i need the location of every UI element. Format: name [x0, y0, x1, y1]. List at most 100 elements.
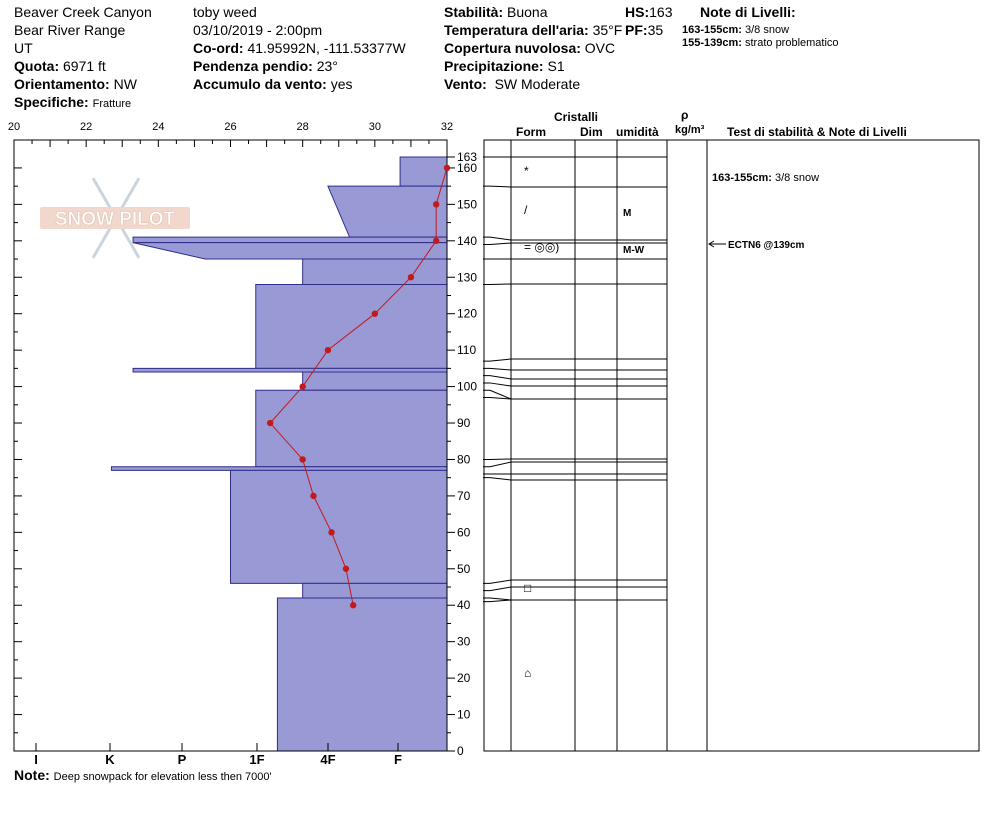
observer-name: toby weed	[193, 4, 257, 20]
specifics: Specifiche: Fratture	[14, 94, 131, 111]
size-header: Dim	[580, 125, 603, 139]
hardness-label: P	[178, 752, 187, 767]
layer-boundary	[483, 283, 667, 286]
depth-tick-label: 160	[457, 161, 477, 175]
wind-label: Vento:	[444, 76, 487, 92]
temperature-point	[299, 456, 306, 463]
temperature-point	[266, 419, 274, 427]
slope-angle: Pendenza pendio: 23°	[193, 58, 338, 74]
temperature-point	[299, 383, 306, 390]
depth-tick-label: 20	[457, 671, 471, 685]
hardness-layer	[132, 236, 448, 244]
temperature-point	[349, 602, 357, 609]
layer-boundary	[483, 185, 667, 188]
air-temp-value: 35°F	[592, 22, 623, 38]
crystal-form: ⌂	[524, 666, 531, 680]
hardness-layer	[255, 389, 448, 468]
depth-tick-label: 150	[457, 197, 477, 211]
specifics-label: Specifiche:	[14, 94, 89, 110]
temperature-point	[310, 492, 317, 500]
stability-tests-header: Test di stabilità & Note di Livelli	[727, 125, 907, 139]
hs-value: 163	[649, 4, 673, 20]
slope-label: Pendenza pendio:	[193, 58, 313, 74]
layer-note: 155-139cm: strato problematico	[682, 37, 839, 50]
depth-tick-label: 130	[457, 270, 477, 284]
note-label: Note:	[14, 767, 50, 783]
stability-label: Stabilità:	[444, 4, 504, 20]
depth-tick-label: 163	[457, 150, 477, 164]
layer-boundary	[483, 579, 667, 584]
cloud-value: OVC	[584, 40, 616, 56]
depth-tick-label: 120	[457, 307, 477, 321]
crystal-form: □	[524, 581, 531, 595]
layer-table-frame	[483, 139, 980, 752]
layer-note-entry: 163-155cm: 3/8 snow	[712, 172, 819, 184]
temperature-point	[407, 274, 415, 281]
coordinates: Co-ord: 41.95992N, -111.53377W	[193, 40, 406, 56]
layer-note-range: 155-139cm:	[682, 37, 742, 49]
temperature-point	[432, 237, 440, 245]
hardness-layer	[276, 597, 448, 752]
temperature-point	[342, 565, 350, 572]
layer-note: 163-155cm: 3/8 snow	[682, 24, 789, 37]
precipitation: Precipitazione: S1	[444, 58, 565, 74]
temperature-tick-label: 30	[369, 121, 381, 133]
depth-tick-label: 80	[457, 452, 471, 466]
hardness-layer	[302, 582, 448, 599]
layer-boundary	[483, 599, 667, 603]
hardness-layer	[399, 156, 448, 187]
pf-label: PF:	[625, 22, 648, 38]
profile-note: Note: Deep snowpack for elevation less t…	[14, 767, 272, 784]
wind-loading-label: Accumulo da vento:	[193, 76, 327, 92]
location-name: Beaver Creek Canyon	[14, 4, 152, 20]
hardness-layer	[110, 466, 448, 471]
temperature-tick-label: 20	[8, 121, 20, 133]
layer-notes-title: Note di Livelli:	[700, 4, 796, 20]
specifics-value: Fratture	[92, 98, 132, 110]
hardness-layer	[327, 185, 448, 238]
depth-tick-label: 40	[457, 598, 471, 612]
hardness-label: K	[105, 752, 115, 767]
layer-boundary	[483, 375, 667, 380]
wind-loading-value: yes	[330, 76, 353, 92]
hardness-label: 1F	[249, 752, 264, 767]
layer-boundary	[483, 477, 667, 481]
temperature-point	[432, 201, 440, 208]
stability: Stabilità: Buona	[444, 4, 548, 20]
coord-label: Co-ord:	[193, 40, 244, 56]
aspect-value: NW	[113, 76, 137, 92]
precip-value: S1	[547, 58, 565, 74]
moisture-header: umidità	[616, 125, 659, 139]
elevation-value: 6971 ft	[63, 58, 106, 74]
hardness-layer	[132, 242, 448, 260]
form-header: Form	[516, 125, 546, 139]
depth-tick-label: 10	[457, 708, 471, 722]
wind-loading: Accumulo da vento: yes	[193, 76, 352, 92]
elevation: Quota: 6971 ft	[14, 58, 106, 74]
layer-boundary	[483, 242, 667, 245]
coord-value: 41.95992N, -111.53377W	[247, 40, 406, 56]
layer-note-range: 163-155cm:	[682, 24, 742, 36]
pf-value: 35	[647, 22, 664, 38]
aspect: Orientamento: NW	[14, 76, 137, 92]
crystal-form: = ◎◎)	[524, 240, 559, 254]
layer-note-text: strato problematico	[745, 37, 839, 49]
note-text: Deep snowpack for elevation less then 70…	[53, 771, 272, 783]
hardness-label: F	[394, 752, 402, 767]
snow-height: HS:163	[625, 4, 672, 20]
layer-boundary	[483, 586, 667, 592]
crystal-form: /	[524, 203, 528, 217]
hardness-label: 4F	[320, 752, 335, 767]
stability-test-arrowhead	[708, 240, 715, 248]
depth-tick-label: 70	[457, 489, 471, 503]
wind: Vento: SW Moderate	[444, 76, 580, 92]
layer-boundary	[483, 236, 667, 241]
temperature-tick-label: 24	[152, 121, 164, 133]
temperature-tick-label: 26	[224, 121, 236, 133]
depth-tick-label: 110	[457, 343, 476, 357]
state: UT	[14, 40, 33, 56]
hardness-label: I	[34, 752, 38, 767]
layer-note-text: 3/8 snow	[745, 24, 790, 36]
crystal-moisture: M-W	[623, 245, 645, 256]
